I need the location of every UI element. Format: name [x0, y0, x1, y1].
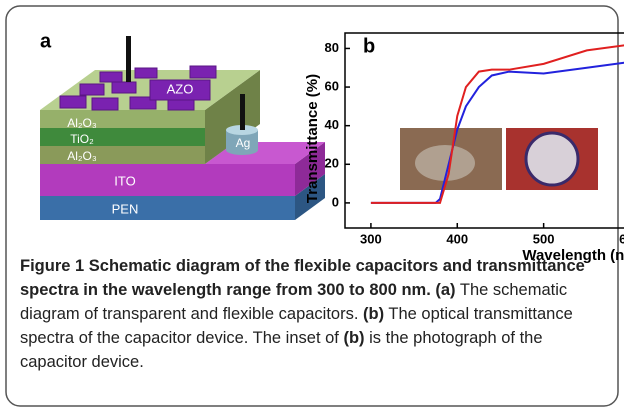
layer-label: Al₂O₃: [67, 116, 97, 130]
electrode: [126, 36, 131, 82]
caption: Figure 1 Schematic diagram of the flexib…: [20, 254, 612, 374]
y-tick-label: 80: [325, 40, 339, 55]
chart: 300400500600700800020406080Wavelength (n…: [304, 33, 624, 264]
x-tick-label: 600: [619, 231, 624, 246]
inset-photo: [526, 133, 578, 185]
layer-label: ITO: [114, 173, 135, 188]
y-axis-label: Transmittance (%): [304, 74, 321, 203]
y-tick-label: 40: [325, 117, 339, 132]
y-tick-label: 0: [332, 194, 339, 209]
y-tick-label: 20: [325, 156, 339, 171]
caption-label: (b): [343, 329, 364, 347]
x-tick-label: 300: [360, 231, 382, 246]
layer-label: Al₂O₃: [67, 149, 97, 163]
x-tick-label: 500: [533, 231, 555, 246]
panel-label: b: [363, 35, 375, 57]
caption-label: (b): [363, 305, 384, 323]
panel-label: a: [40, 30, 52, 52]
layer-label: PEN: [112, 201, 139, 216]
electrode: [240, 94, 245, 130]
al2o3-layer: [40, 146, 205, 164]
caption-label: (a): [435, 281, 455, 299]
schematic: a AZO Al₂O₃ TiO₂ Al₂O₃ Ag ITO PEN: [40, 30, 325, 220]
x-tick-label: 400: [446, 231, 468, 246]
layer-label: AZO: [167, 81, 194, 96]
layer-label: Ag: [236, 136, 251, 150]
y-tick-label: 60: [325, 78, 339, 93]
tio2-layer: [40, 128, 205, 146]
page: a AZO Al₂O₃ TiO₂ Al₂O₃ Ag ITO PEN: [0, 0, 624, 412]
al2o3-layer: [40, 110, 205, 128]
pen-layer: [40, 196, 295, 220]
ito-layer: [40, 164, 295, 196]
layer-label: TiO₂: [70, 132, 94, 146]
